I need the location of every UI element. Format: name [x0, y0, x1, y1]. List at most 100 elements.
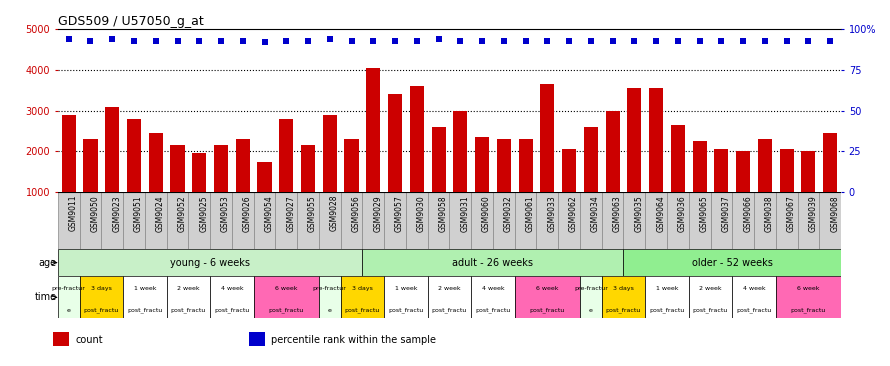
Point — [475, 38, 490, 44]
Point — [757, 38, 772, 44]
Bar — [780, 149, 794, 192]
Bar — [105, 107, 119, 192]
Point — [780, 38, 794, 44]
Bar — [58, 276, 79, 318]
Bar — [537, 192, 558, 249]
Bar — [362, 192, 384, 249]
Bar — [79, 276, 123, 318]
Point — [279, 38, 294, 44]
Text: GSM9056: GSM9056 — [352, 195, 360, 232]
Text: 3 days: 3 days — [352, 287, 373, 291]
Text: post_fractu: post_fractu — [214, 307, 249, 313]
Text: post_fractu: post_fractu — [84, 307, 119, 313]
Bar — [540, 84, 554, 192]
Bar — [409, 86, 424, 192]
Text: post_fractu: post_fractu — [269, 307, 304, 313]
Bar — [210, 276, 254, 318]
Bar — [254, 192, 275, 249]
Text: count: count — [76, 335, 103, 345]
Bar — [645, 276, 689, 318]
Text: GSM9067: GSM9067 — [787, 195, 796, 232]
Text: GSM9055: GSM9055 — [308, 195, 317, 232]
Bar — [514, 192, 537, 249]
Text: 1 week: 1 week — [134, 287, 156, 291]
Text: GSM9030: GSM9030 — [417, 195, 425, 232]
Bar — [192, 153, 206, 192]
Point — [627, 38, 642, 44]
Text: e: e — [328, 307, 332, 313]
Bar — [210, 192, 232, 249]
Bar — [558, 192, 580, 249]
Bar — [823, 133, 837, 192]
Point — [61, 36, 76, 42]
Bar — [319, 192, 341, 249]
Bar — [580, 192, 602, 249]
Bar — [384, 192, 406, 249]
Text: GSM9062: GSM9062 — [569, 195, 578, 232]
Point — [497, 38, 511, 44]
Bar — [257, 162, 271, 192]
Text: GSM9036: GSM9036 — [678, 195, 687, 232]
Bar — [732, 276, 776, 318]
Text: GSM9035: GSM9035 — [635, 195, 643, 232]
Text: 2 week: 2 week — [177, 287, 199, 291]
Text: GSM9034: GSM9034 — [591, 195, 600, 232]
Bar — [384, 276, 428, 318]
Text: GSM9063: GSM9063 — [612, 195, 621, 232]
Bar — [428, 192, 449, 249]
Text: post_fractu: post_fractu — [127, 307, 163, 313]
Point — [149, 38, 163, 44]
Bar — [388, 94, 402, 192]
Bar — [754, 192, 776, 249]
Text: post_fractu: post_fractu — [790, 307, 826, 313]
Bar — [61, 115, 76, 192]
Text: GSM9032: GSM9032 — [504, 195, 513, 232]
Text: 6 week: 6 week — [797, 287, 820, 291]
Text: GSM9050: GSM9050 — [91, 195, 100, 232]
Point — [409, 38, 424, 44]
Text: pre-fractur: pre-fractur — [574, 287, 608, 291]
Bar — [519, 139, 532, 192]
Point — [519, 38, 533, 44]
Bar — [820, 192, 841, 249]
Text: GSM9025: GSM9025 — [199, 195, 208, 232]
Bar — [406, 192, 428, 249]
Text: GSM9064: GSM9064 — [656, 195, 665, 232]
Text: post_fractu: post_fractu — [530, 307, 565, 313]
Bar — [432, 127, 446, 192]
Text: percentile rank within the sample: percentile rank within the sample — [271, 335, 436, 345]
Bar — [58, 192, 79, 249]
Bar — [84, 139, 98, 192]
Point — [584, 38, 598, 44]
Text: post_fractu: post_fractu — [171, 307, 206, 313]
Bar — [236, 139, 250, 192]
Bar — [475, 137, 490, 192]
Point — [170, 38, 184, 44]
Point — [453, 38, 467, 44]
Text: GSM9052: GSM9052 — [177, 195, 187, 232]
Text: age: age — [38, 258, 57, 268]
Bar — [624, 192, 645, 249]
Point — [736, 38, 750, 44]
Bar — [580, 276, 602, 318]
Text: post_fractu: post_fractu — [650, 307, 684, 313]
Text: GSM9058: GSM9058 — [439, 195, 448, 232]
Bar — [341, 192, 362, 249]
Bar — [149, 133, 163, 192]
Bar — [776, 276, 841, 318]
Text: 1 week: 1 week — [656, 287, 678, 291]
Text: GSM9037: GSM9037 — [722, 195, 731, 232]
Bar — [602, 276, 645, 318]
Bar — [667, 192, 689, 249]
Bar — [736, 152, 750, 192]
Text: GSM9057: GSM9057 — [395, 195, 404, 232]
Text: GSM9026: GSM9026 — [243, 195, 252, 232]
Bar — [493, 192, 514, 249]
Text: pre-fractur: pre-fractur — [313, 287, 347, 291]
Point — [605, 38, 619, 44]
Text: 2 week: 2 week — [438, 287, 461, 291]
Text: 2 week: 2 week — [700, 287, 722, 291]
Bar — [53, 332, 69, 346]
Bar — [214, 145, 228, 192]
Text: GSM9031: GSM9031 — [460, 195, 469, 232]
